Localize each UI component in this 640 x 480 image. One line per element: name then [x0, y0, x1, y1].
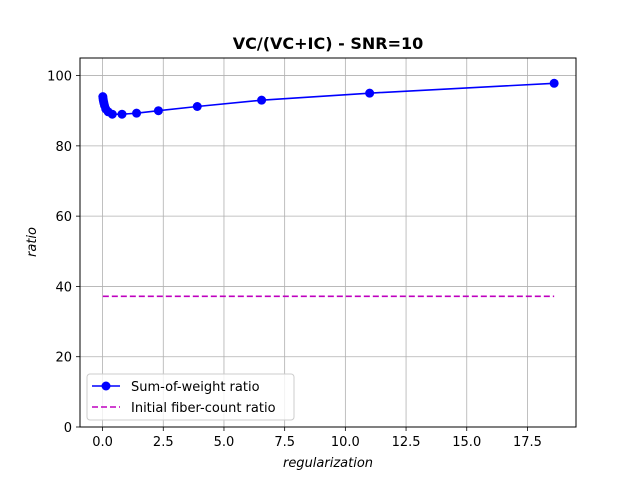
x-tick-label: 0.0 — [92, 435, 113, 450]
data-point — [257, 95, 267, 105]
y-tick-label: 60 — [55, 210, 72, 225]
y-tick-label: 20 — [55, 351, 72, 366]
y-axis-label: ratio — [25, 227, 40, 257]
x-tick-label: 12.5 — [392, 435, 421, 450]
data-point — [153, 106, 163, 116]
legend-box — [86, 373, 295, 421]
data-point — [365, 88, 375, 98]
chart-title: VC/(VC+IC) - SNR=10 — [233, 34, 424, 53]
x-tick-label: 5.0 — [214, 435, 235, 450]
x-tick-label: 7.5 — [274, 435, 295, 450]
data-point — [549, 78, 559, 88]
legend-label-initial-fiber-count: Initial fiber-count ratio — [131, 401, 276, 416]
ticks: 0.0 2.5 5.0 7.5 10.0 12.5 15.0 17.5 0 20 40 60 80 100 — [47, 70, 542, 450]
y-tick-label: 80 — [55, 140, 72, 155]
x-tick-label: 15.0 — [452, 435, 481, 450]
legend: Sum-of-weight ratio Initial fiber-count … — [86, 373, 295, 421]
legend-label-sum-of-weight: Sum-of-weight ratio — [131, 380, 260, 395]
series-layer — [98, 78, 559, 298]
plot-frame — [79, 57, 577, 428]
x-tick-label: 17.5 — [513, 435, 542, 450]
data-point — [117, 109, 127, 119]
legend-marker-sum-of-weight — [101, 381, 111, 391]
x-tick-label: 10.0 — [331, 435, 360, 450]
x-axis-label: regularization — [283, 456, 373, 471]
data-point — [192, 101, 202, 111]
x-tick-label: 2.5 — [153, 435, 174, 450]
y-tick-label: 0 — [64, 421, 72, 436]
data-point — [107, 109, 117, 119]
data-point — [132, 108, 142, 118]
y-tick-label: 40 — [55, 280, 72, 295]
y-tick-label: 100 — [47, 70, 72, 85]
